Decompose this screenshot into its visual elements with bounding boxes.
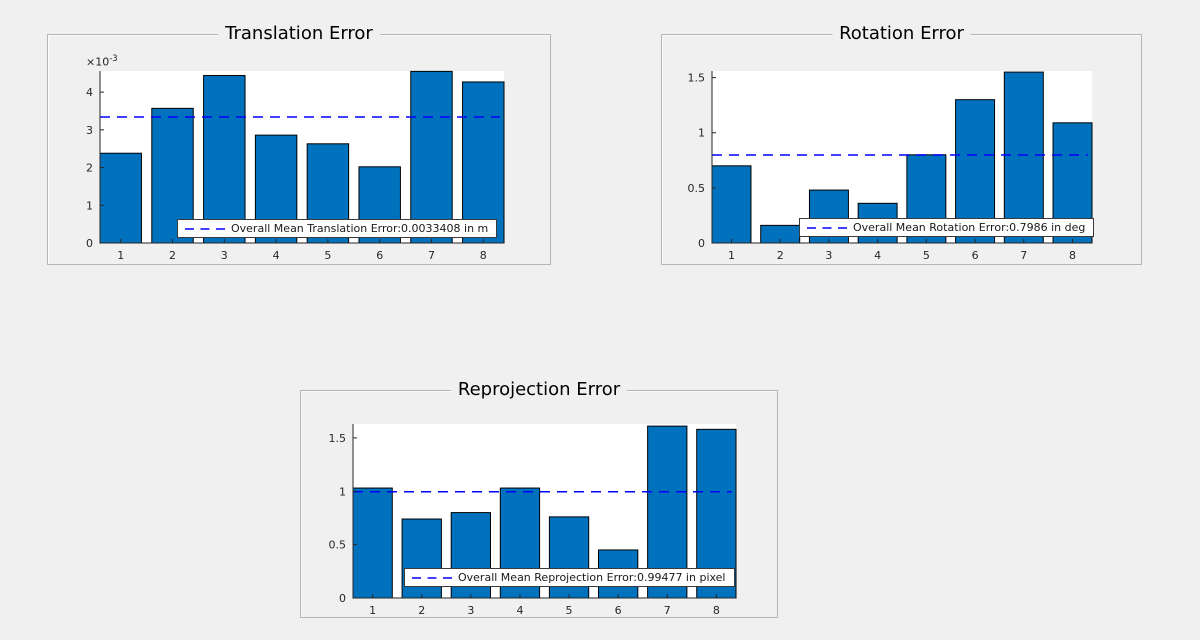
- x-tick-label: 6: [972, 249, 979, 262]
- x-tick-label: 4: [516, 604, 523, 617]
- x-tick-label: 1: [369, 604, 376, 617]
- x-tick-label: 1: [117, 249, 124, 262]
- x-tick-label: 7: [428, 249, 435, 262]
- bar: [352, 487, 393, 599]
- panel-reprojection-error: Reprojection Error 1 2 3 4 5 6 7 8 0 0.5 1 1.5 Over…: [300, 380, 778, 618]
- y-tick-label: 1: [698, 127, 705, 140]
- bar: [1003, 71, 1044, 244]
- rotation-error-chart: 1 2 3 4 5 6 7 8 0 0.5 1 1.5: [688, 71, 1093, 262]
- y-tick-label: 0.5: [688, 182, 706, 195]
- y-axis-multiplier-label: ×10-3: [86, 54, 118, 69]
- y-tick-label: 1: [339, 485, 346, 498]
- x-tick-label: 8: [480, 249, 487, 262]
- x-tick-label: 3: [825, 249, 832, 262]
- panel-rotation-error: Rotation Error 1 2 3 4 5 6 7 8 0 0.5 1 1.5 Overall …: [661, 24, 1142, 265]
- y-tick-label: 0: [86, 237, 93, 250]
- x-tick-label: 7: [1020, 249, 1027, 262]
- dashed-line-icon: [185, 227, 227, 230]
- panel-title-translation: Translation Error: [218, 24, 380, 45]
- y-tick-label: 0.5: [329, 539, 347, 552]
- legend-label: Overall Mean Translation Error:0.0033408…: [231, 222, 489, 235]
- bar: [462, 81, 505, 244]
- x-tick-label: 4: [874, 249, 881, 262]
- multiplier-base: ×10: [86, 55, 110, 69]
- x-tick-label: 3: [467, 604, 474, 617]
- bar: [410, 70, 453, 244]
- panel-translation-error: Translation Error ×10-3 1 2 3 4 5 6 7 8 0 1 2 3 4 Ov…: [47, 24, 551, 265]
- x-tick-label: 2: [169, 249, 176, 262]
- x-tick-label: 5: [566, 604, 573, 617]
- legend-label: Overall Mean Rotation Error:0.7986 in de…: [853, 221, 1086, 234]
- y-tick-label: 4: [86, 86, 93, 99]
- dashed-line-icon: [807, 226, 849, 229]
- panel-title-rotation: Rotation Error: [832, 24, 971, 45]
- x-tick-label: 6: [615, 604, 622, 617]
- x-tick-label: 6: [376, 249, 383, 262]
- y-tick-label: 0: [698, 237, 705, 250]
- x-tick-label: 8: [713, 604, 720, 617]
- y-tick-label: 1: [86, 199, 93, 212]
- legend-translation: Overall Mean Translation Error:0.0033408…: [177, 219, 498, 239]
- y-tick-label: 0: [339, 592, 346, 605]
- y-tick-label: 1.5: [329, 432, 347, 445]
- x-tick-label: 5: [324, 249, 331, 262]
- x-tick-label: 2: [418, 604, 425, 617]
- x-tick-label: 7: [664, 604, 671, 617]
- x-tick-label: 2: [777, 249, 784, 262]
- dashed-line-icon: [412, 576, 454, 579]
- x-tick-label: 8: [1069, 249, 1076, 262]
- y-tick-label: 2: [86, 162, 93, 175]
- translation-error-chart: 1 2 3 4 5 6 7 8 0 1 2 3 4: [86, 70, 505, 262]
- bar: [203, 75, 246, 244]
- x-tick-label: 4: [273, 249, 280, 262]
- legend-rotation: Overall Mean Rotation Error:0.7986 in de…: [799, 218, 1095, 238]
- panel-title-reprojection: Reprojection Error: [450, 380, 628, 401]
- bar: [711, 165, 752, 244]
- x-tick-label: 1: [728, 249, 735, 262]
- multiplier-exponent: -3: [109, 54, 118, 64]
- bar: [99, 152, 142, 244]
- legend-reprojection: Overall Mean Reprojection Error:0.99477 …: [404, 568, 735, 588]
- legend-label: Overall Mean Reprojection Error:0.99477 …: [458, 571, 726, 584]
- y-tick-label: 1.5: [688, 72, 706, 85]
- y-tick-label: 3: [86, 124, 93, 137]
- x-tick-label: 3: [221, 249, 228, 262]
- x-tick-label: 5: [923, 249, 930, 262]
